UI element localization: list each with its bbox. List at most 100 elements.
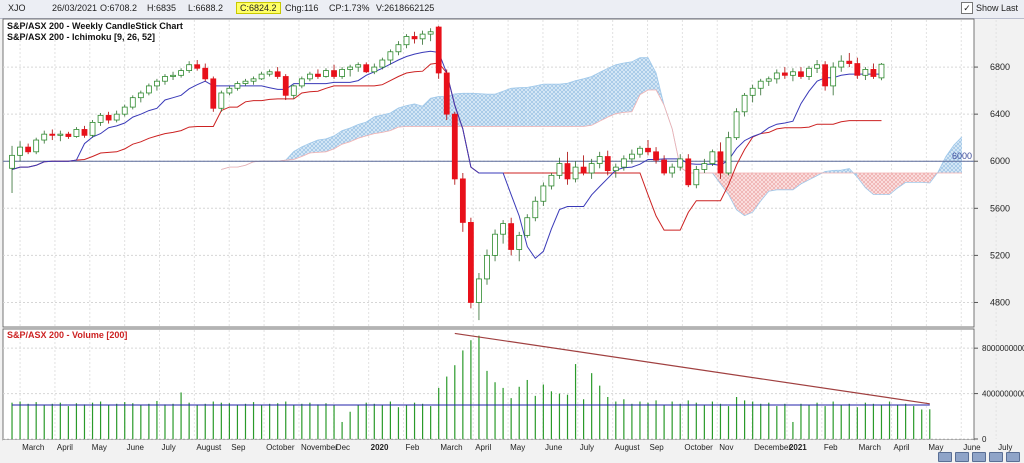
candle-body — [290, 85, 297, 96]
candle-body — [733, 111, 740, 139]
candle-body — [492, 233, 498, 256]
candle-body — [33, 139, 40, 153]
change-label: Chg:116 — [285, 3, 319, 13]
x-axis-strip — [3, 440, 974, 452]
cloud-segment — [519, 87, 528, 127]
cloud-segment — [366, 116, 375, 136]
cloud-segment — [430, 96, 439, 127]
volume-title: S&P/ASX 200 - Volume [200] — [7, 330, 127, 340]
scroll-right-icon[interactable] — [989, 452, 1003, 462]
x-tick-label: October — [266, 443, 295, 452]
candle-body — [693, 169, 700, 186]
cloud-segment — [639, 57, 649, 95]
candle-body — [162, 76, 168, 82]
candle-body — [97, 114, 104, 123]
show-last-label: Show Last — [975, 3, 1018, 13]
candle-body — [653, 151, 659, 161]
x-tick-label: April — [475, 443, 491, 452]
candle-body — [49, 133, 56, 136]
candle-body — [347, 66, 354, 70]
candle-body — [315, 73, 321, 77]
show-last-toggle[interactable]: ✓ Show Last — [960, 2, 1018, 14]
candle-body — [500, 223, 506, 235]
candle-body — [226, 87, 233, 94]
candle-body — [218, 92, 225, 109]
x-tick-label: Sep — [231, 443, 246, 452]
candle-body — [411, 36, 418, 40]
candle-body — [741, 94, 748, 113]
price-y-axis: 4800 5200 5600 6000 6400 6800 — [974, 62, 1010, 307]
x-tick-label: June — [127, 443, 145, 452]
candle-body — [170, 74, 176, 77]
cloud-segment — [575, 78, 584, 127]
cloud-segment — [607, 64, 616, 118]
candle-body — [65, 133, 72, 137]
candle-body — [580, 166, 587, 174]
x-tick-label: March — [440, 443, 462, 452]
cloud-segment — [567, 80, 576, 127]
cloud-segment — [841, 168, 850, 173]
candle-body — [532, 200, 539, 219]
volume-trendline[interactable] — [454, 332, 930, 405]
candle-body — [451, 113, 458, 180]
candle-body — [194, 64, 201, 69]
candle-body — [9, 154, 15, 169]
x-tick-label: April — [894, 443, 910, 452]
cloud-segment — [736, 173, 745, 216]
cloud-segment — [784, 173, 793, 190]
open-label: O:6708.2 — [100, 3, 138, 13]
candle-body — [814, 64, 820, 69]
candle-body — [339, 69, 345, 77]
candle-body — [443, 72, 450, 115]
candle-body — [154, 80, 160, 87]
cloud-segment — [551, 84, 560, 127]
x-tick-label: April — [57, 443, 73, 452]
date-label: 26/03/2021 — [52, 3, 98, 13]
reset-view-icon[interactable] — [1006, 452, 1020, 462]
candle-body — [516, 234, 523, 250]
candle-body — [749, 87, 756, 96]
show-last-checkbox[interactable]: ✓ — [960, 2, 973, 14]
cloud-segment — [309, 140, 318, 153]
zoom-out-icon[interactable] — [955, 452, 969, 462]
cloud-segment — [752, 173, 761, 213]
candlestick-series — [9, 25, 885, 321]
cloud-segment — [487, 94, 496, 127]
scroll-left-icon[interactable] — [972, 452, 986, 462]
x-axis: March April May June July August Sep October Nov… — [22, 443, 1012, 452]
price-tick-label: 6400 — [990, 109, 1010, 119]
price-tick-label: 5200 — [990, 250, 1010, 260]
candle-body — [89, 121, 96, 136]
candle-body — [371, 66, 378, 73]
x-tick-label: July — [580, 443, 594, 452]
candle-body — [484, 254, 490, 280]
cloud-segment — [470, 93, 479, 127]
cloud-segment — [905, 173, 914, 183]
chart-canvas[interactable]: 6000 4800 5200 5600 6000 6400 6800 0 400000000… — [0, 18, 1024, 463]
candle-body — [379, 59, 386, 68]
candle-body — [846, 60, 853, 64]
candle-body — [798, 71, 804, 77]
candle-body — [870, 69, 877, 77]
cloud-segment — [350, 124, 359, 142]
chart-title: S&P/ASX 200 - Weekly CandleStick Chart — [7, 21, 183, 31]
x-tick-label: August — [615, 443, 641, 452]
cloud-segment — [889, 173, 898, 195]
zoom-in-icon[interactable] — [938, 452, 952, 462]
candle-body — [274, 71, 281, 77]
cloud-segment — [390, 107, 399, 131]
x-tick-label: Dec — [336, 443, 350, 452]
candle-body — [620, 158, 627, 168]
volume-tick-label: 0 — [982, 435, 987, 444]
candle-body — [17, 146, 23, 156]
price-tick-label: 6800 — [990, 62, 1010, 72]
candle-body — [790, 71, 796, 76]
candle-body — [629, 153, 635, 160]
candle-body — [234, 83, 241, 89]
senkou-b-line — [221, 89, 962, 174]
volume-label: V:2618662125 — [376, 3, 435, 13]
cloud-segment — [921, 173, 930, 184]
cloud-segment — [527, 85, 536, 127]
candle-body — [604, 156, 611, 172]
cloud-segment — [358, 122, 367, 139]
